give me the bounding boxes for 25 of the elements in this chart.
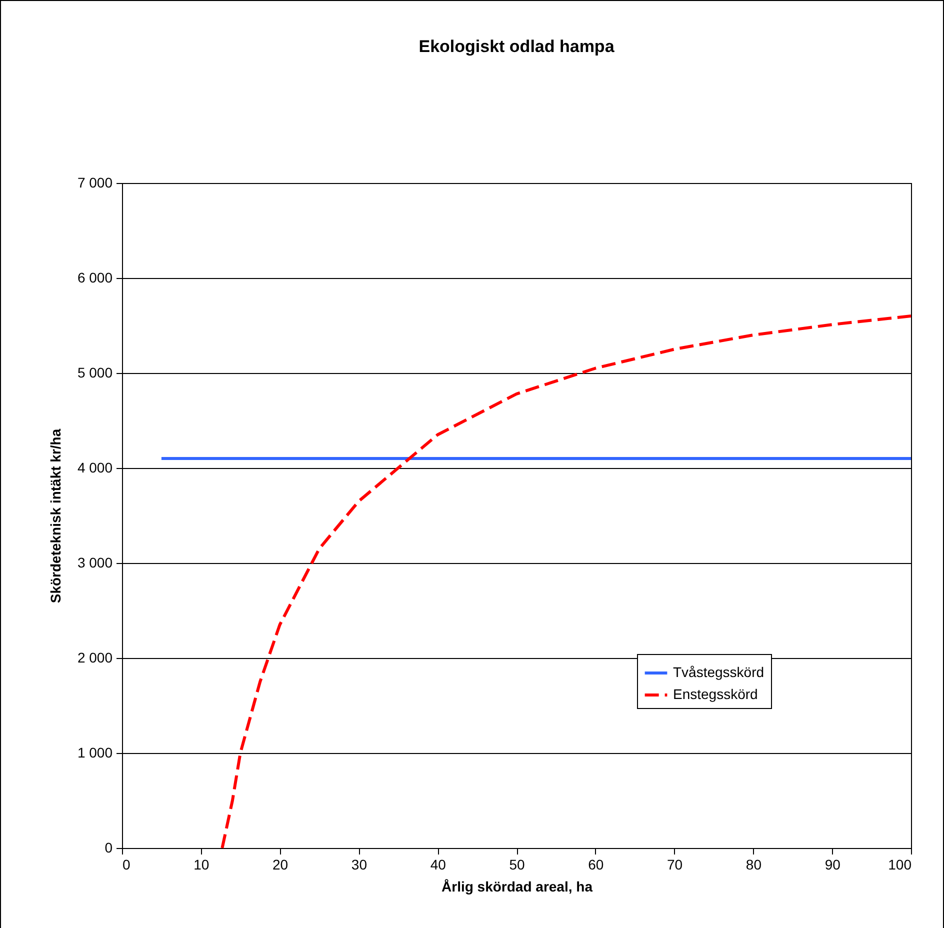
y-tick-label: 6 000 (77, 270, 113, 286)
line-series (220, 314, 912, 850)
x-tick-label: 100 (888, 856, 912, 872)
y-tick-label: 5 000 (77, 364, 113, 380)
y-tick-label: 4 000 (77, 460, 113, 476)
y-tick-label: 2 000 (77, 650, 113, 666)
x-tick-label: 80 (746, 856, 762, 872)
x-tick-label: 50 (509, 856, 525, 872)
y-tick-label: 3 000 (77, 554, 113, 570)
y-tick-label: 7 000 (77, 174, 113, 190)
x-tick-label: 10 (194, 856, 210, 872)
x-tick-label: 0 (122, 856, 130, 872)
x-axis-title: Årlig skördad areal, ha (442, 878, 593, 894)
y-tick-label: 0 (104, 840, 113, 856)
x-tick-label: 90 (824, 856, 841, 872)
x-tick-label: 40 (430, 856, 446, 872)
x-tick-label: 20 (272, 856, 288, 872)
x-tick-label: 70 (667, 856, 683, 872)
legend-label: Enstegsskörd (673, 686, 758, 702)
chart-title: Ekologiskt odlad hampa (418, 37, 615, 56)
x-tick-label: 60 (588, 856, 604, 872)
x-tick-label: 30 (351, 856, 368, 872)
y-tick-label: 1 000 (77, 744, 113, 760)
y-axis-title: Skördeteknisk intäkt kr/ha (47, 428, 64, 604)
legend-label: Tvåstegsskörd (673, 664, 764, 680)
